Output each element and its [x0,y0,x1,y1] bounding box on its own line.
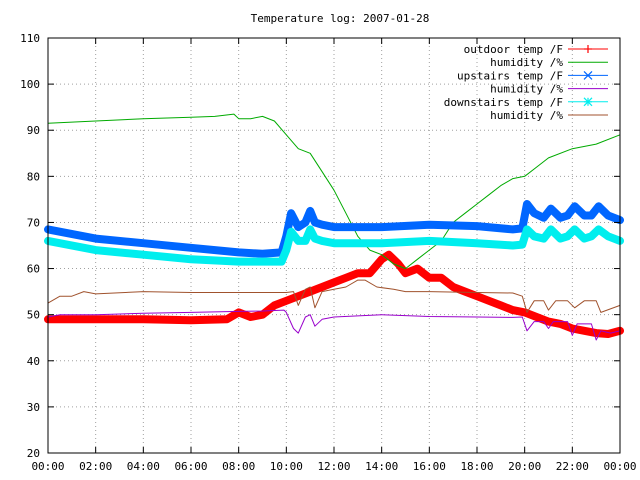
y-tick-label: 110 [20,32,40,45]
chart-title: Temperature log: 2007-01-28 [251,12,430,25]
axis-ticks: 20 30 40 50 60 70 80 90 100 110 00:00 02:00 04:00 06:… [20,32,636,473]
x-tick-label: 10:00 [270,460,303,473]
legend-label: upstairs temp /F [457,69,563,82]
x-tick-label: 04:00 [127,460,160,473]
y-tick-label: 90 [27,124,40,137]
series-line-5 [47,279,621,313]
y-tick-label: 80 [27,170,40,183]
y-tick-label: 60 [27,263,40,276]
series-line-4 [44,225,624,266]
x-tick-label: 14:00 [365,460,398,473]
legend-marker [583,70,593,80]
x-tick-label: 08:00 [222,460,255,473]
x-tick-label: 02:00 [79,460,112,473]
x-tick-label: 20:00 [508,460,541,473]
legend-marker [583,97,593,107]
legend-label: downstairs temp /F [444,96,563,109]
series-line-2 [44,200,624,258]
y-tick-label: 20 [27,447,40,460]
series-line-3 [47,309,621,341]
y-tick-label: 30 [27,401,40,414]
x-tick-label: 18:00 [460,460,493,473]
series-lines [44,113,624,341]
legend-label: humidity /% [490,109,563,122]
y-tick-label: 50 [27,309,40,322]
legend-label: outdoor temp /F [464,43,563,56]
legend-label: humidity /% [490,83,563,96]
x-tick-label: 12:00 [317,460,350,473]
y-tick-label: 40 [27,355,40,368]
series-line-0 [44,250,624,338]
x-tick-label: 00:00 [31,460,64,473]
series-line-1 [47,113,621,270]
x-tick-label: 06:00 [174,460,207,473]
x-tick-label: 16:00 [413,460,446,473]
y-tick-label: 70 [27,216,40,229]
x-tick-label: 00:00 [603,460,636,473]
y-tick-label: 100 [20,78,40,91]
x-tick-label: 22:00 [556,460,589,473]
legend-label: humidity /% [490,56,563,69]
